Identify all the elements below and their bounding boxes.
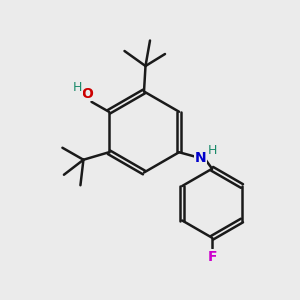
Text: H: H [73,81,82,94]
Text: O: O [81,87,93,101]
Text: F: F [207,250,217,264]
Text: H: H [207,144,217,157]
Text: N: N [195,151,207,165]
